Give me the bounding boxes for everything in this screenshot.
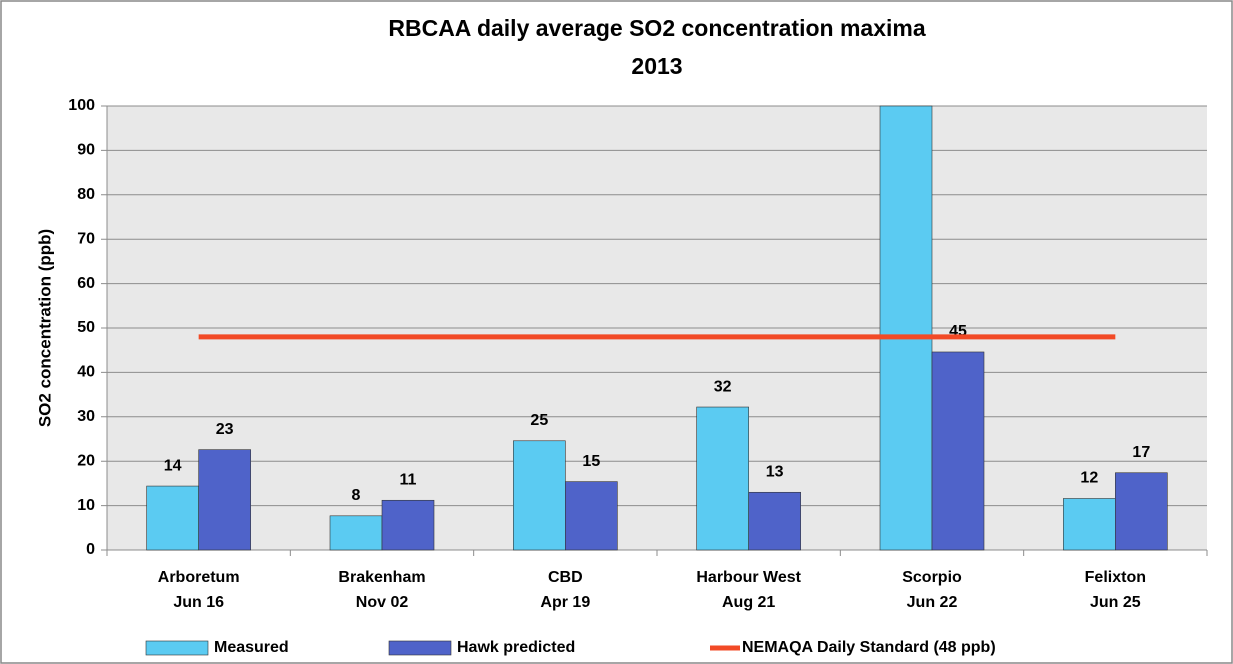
y-tick-label: 40 — [77, 364, 95, 381]
legend-label: Hawk predicted — [457, 639, 575, 656]
bar — [565, 481, 618, 551]
x-tick-label: Apr 19 — [540, 594, 590, 611]
data-label: 13 — [766, 463, 784, 480]
y-tick-label: 50 — [77, 319, 95, 336]
y-tick-label: 80 — [77, 186, 95, 203]
bar — [931, 351, 985, 551]
bar — [146, 485, 199, 551]
legend-swatch — [388, 640, 452, 656]
x-tick-label: Jun 22 — [907, 594, 958, 611]
data-label: 14 — [164, 457, 182, 474]
data-label: 23 — [216, 421, 234, 438]
bar — [381, 499, 435, 551]
bar — [198, 449, 251, 551]
data-label: 11 — [400, 471, 417, 488]
data-label: 8 — [352, 487, 361, 504]
legend-label: NEMAQA Daily Standard (48 ppb) — [742, 639, 996, 656]
y-tick-label: 10 — [77, 497, 95, 514]
x-tick-label: Harbour West — [696, 569, 801, 586]
x-tick-label: Brakenham — [338, 569, 425, 586]
data-label: 25 — [530, 412, 548, 429]
x-tick-label: Jun 25 — [1090, 594, 1141, 611]
x-tick-label: CBD — [548, 569, 583, 586]
chart-title: RBCAA daily average SO2 concentration ma… — [388, 15, 925, 41]
bar — [748, 491, 801, 551]
x-tick-label: Nov 02 — [356, 594, 409, 611]
bar — [696, 406, 749, 551]
y-tick-label: 90 — [77, 142, 95, 159]
y-axis-label: SO2 concentration (ppb) — [35, 229, 54, 427]
y-tick-label: 30 — [77, 408, 95, 425]
bar — [1115, 472, 1168, 551]
x-tick-label: Aug 21 — [722, 594, 775, 611]
data-label: 12 — [1080, 470, 1098, 487]
data-label: 17 — [1132, 444, 1150, 461]
bar — [879, 105, 933, 551]
bar — [513, 440, 566, 551]
data-label: 32 — [714, 378, 732, 395]
bar — [329, 515, 383, 551]
y-tick-label: 20 — [77, 452, 95, 469]
x-tick-label: Scorpio — [902, 569, 962, 586]
x-tick-label: Jun 16 — [173, 594, 224, 611]
y-tick-label: 70 — [77, 230, 95, 247]
legend-swatch — [145, 640, 209, 656]
y-tick-label: 0 — [86, 541, 95, 558]
bar — [1063, 498, 1116, 551]
x-tick-label: Arboretum — [158, 569, 240, 586]
y-tick-label: 60 — [77, 275, 95, 292]
chart-title: 2013 — [631, 53, 682, 79]
y-tick-label: 100 — [68, 97, 95, 114]
legend-label: Measured — [214, 639, 289, 656]
x-tick-label: Felixton — [1085, 569, 1146, 586]
data-label: 15 — [582, 453, 600, 470]
